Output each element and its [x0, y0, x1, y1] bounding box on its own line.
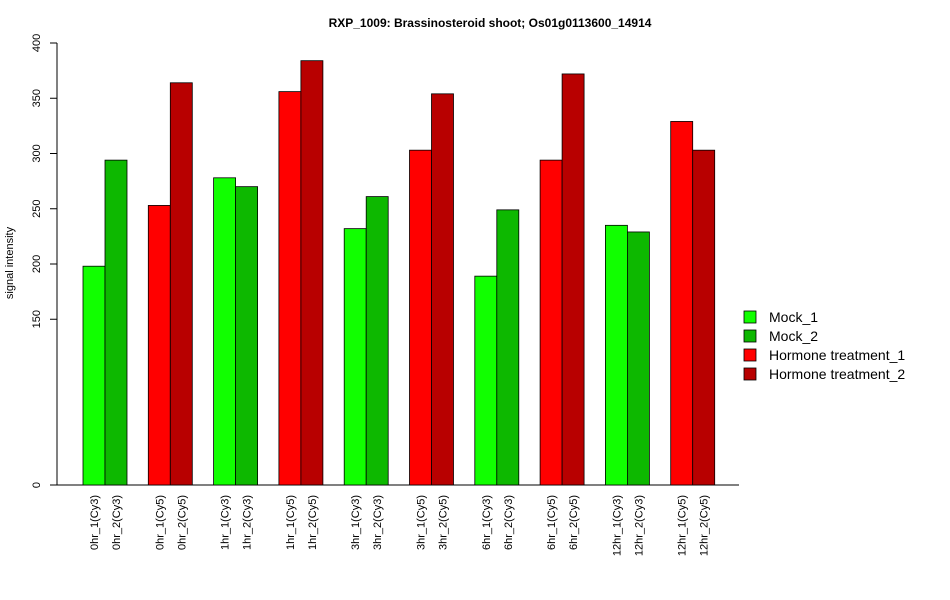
y-tick-label: 400 — [31, 34, 43, 52]
x-tick-label: 1hr_1(Cy5) — [285, 495, 297, 550]
bar — [300, 60, 324, 486]
x-tick-label: 3hr_2(Cy5) — [438, 495, 450, 550]
x-tick-label: 1hr_2(Cy5) — [307, 495, 319, 550]
bar — [169, 82, 193, 486]
bar — [670, 121, 694, 486]
bar — [147, 205, 171, 486]
y-axis-label: signal intensity — [4, 226, 16, 299]
bar — [539, 159, 563, 486]
y-tick-label: 350 — [31, 89, 43, 107]
x-tick-label: 12hr_1(Cy3) — [611, 495, 623, 556]
bar — [431, 93, 454, 486]
bar — [474, 275, 498, 486]
legend-label: Mock_1 — [769, 309, 818, 325]
bar — [692, 149, 716, 486]
x-tick-label: 6hr_2(Cy5) — [568, 495, 580, 550]
bar — [235, 186, 259, 486]
legend-label: Hormone treatment_2 — [769, 366, 905, 382]
bar — [496, 209, 520, 486]
bar — [409, 149, 432, 486]
bars — [82, 60, 716, 486]
x-tick-label: 6hr_1(Cy3) — [481, 495, 493, 550]
legend-swatch — [743, 310, 757, 324]
y-tick-label: 150 — [31, 310, 43, 328]
x-tick-label: 3hr_1(Cy3) — [350, 495, 362, 550]
x-tick-label: 3hr_1(Cy5) — [416, 495, 428, 550]
x-tick-label: 12hr_2(Cy5) — [699, 495, 711, 556]
x-tick-label: 6hr_1(Cy5) — [546, 495, 558, 550]
x-tick-label: 6hr_2(Cy3) — [503, 495, 515, 550]
y-tick-label: 0 — [31, 482, 43, 488]
legend-swatch — [743, 329, 757, 343]
legend-swatch — [743, 367, 757, 381]
legend: Mock_1 Mock_2 Hormone treatment_1 Hormone t… — [743, 309, 905, 382]
bar — [627, 231, 650, 486]
chart-title: RXP_1009: Brassinosteroid shoot; Os01g01… — [329, 16, 652, 30]
y-tick-label: 250 — [31, 200, 43, 218]
bar — [278, 91, 302, 486]
x-tick-label: 12hr_2(Cy3) — [633, 495, 645, 556]
x-tick-label: 0hr_1(Cy3) — [89, 495, 101, 550]
x-tick-label: 0hr_2(Cy3) — [111, 495, 123, 550]
x-tick-labels: 0hr_1(Cy3) 0hr_2(Cy3) 0hr_1(Cy5) 0hr_2(Cy5)… — [89, 495, 711, 556]
x-tick-label: 0hr_1(Cy5) — [154, 495, 166, 550]
x-tick-label: 1hr_1(Cy3) — [220, 495, 232, 550]
x-tick-label: 1hr_2(Cy3) — [242, 495, 254, 550]
bar — [213, 177, 237, 486]
y-tick-label: 200 — [31, 255, 43, 273]
legend-swatch — [743, 348, 757, 362]
x-tick-label: 0hr_2(Cy5) — [176, 495, 188, 550]
bar — [605, 224, 628, 486]
bar — [104, 159, 128, 486]
legend-label: Mock_2 — [769, 328, 818, 344]
bar — [365, 196, 389, 486]
legend-label: Hormone treatment_1 — [769, 347, 905, 363]
x-tick-label: 12hr_1(Cy5) — [677, 495, 689, 556]
bar — [343, 228, 367, 486]
x-tick-label: 3hr_2(Cy3) — [372, 495, 384, 550]
bar — [82, 265, 106, 486]
y-tick-label: 300 — [31, 144, 43, 162]
bar — [561, 73, 585, 486]
